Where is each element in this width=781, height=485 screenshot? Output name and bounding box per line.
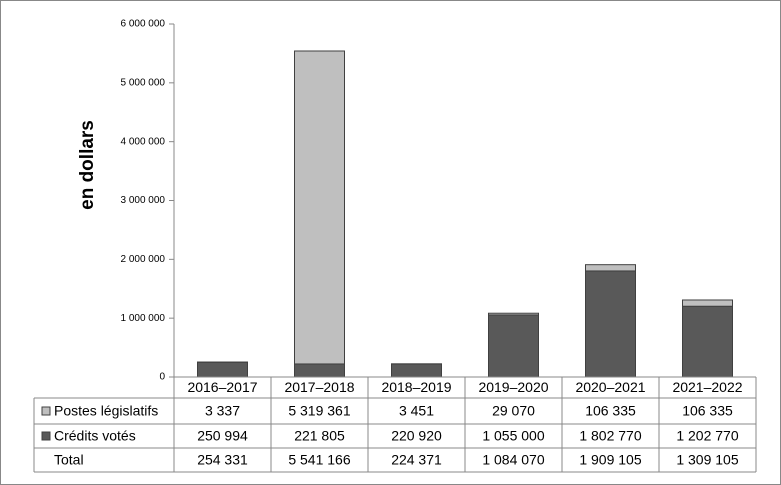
table-total: 1 084 070 — [482, 452, 544, 468]
bar-segment — [585, 270, 636, 378]
legend-swatch — [41, 406, 51, 416]
y-axis-label: en dollars — [77, 120, 98, 210]
x-tick-label: 2017–2018 — [284, 379, 354, 395]
y-tick-label: 3 000 000 — [121, 195, 166, 206]
table-value: 106 335 — [585, 403, 636, 419]
bar-segment — [488, 314, 539, 378]
table-value: 3 451 — [399, 403, 434, 419]
y-tick-label: 5 000 000 — [121, 77, 166, 88]
bar-segment — [682, 305, 733, 378]
bar-segment — [585, 264, 636, 272]
bar-segment — [391, 363, 442, 378]
table-value: 106 335 — [682, 403, 733, 419]
y-tick-label: 1 000 000 — [121, 313, 166, 324]
x-tick-label: 2021–2022 — [672, 379, 742, 395]
legend-label: Crédits votés — [54, 428, 136, 444]
table-value: 250 994 — [197, 428, 248, 444]
y-tick-label: 0 — [159, 372, 165, 383]
table-value: 3 337 — [205, 403, 240, 419]
table-total: 5 541 166 — [288, 452, 350, 468]
table-value: 1 802 770 — [579, 428, 641, 444]
table-value: 221 805 — [294, 428, 345, 444]
y-tick-label: 6 000 000 — [121, 19, 166, 30]
total-label: Total — [54, 452, 84, 468]
legend-swatch — [41, 431, 51, 441]
x-tick-label: 2018–2019 — [381, 379, 451, 395]
y-tick-label: 4 000 000 — [121, 136, 166, 147]
bar-segment — [294, 363, 345, 378]
x-tick-label: 2016–2017 — [187, 379, 257, 395]
bar-segment — [682, 299, 733, 307]
table-value: 1 202 770 — [676, 428, 738, 444]
table-value: 1 055 000 — [482, 428, 544, 444]
bar-segment — [488, 312, 539, 316]
table-total: 1 309 105 — [676, 452, 738, 468]
table-total: 254 331 — [197, 452, 248, 468]
x-tick-label: 2020–2021 — [575, 379, 645, 395]
legend-label: Postes législatifs — [54, 403, 158, 419]
table-total: 1 909 105 — [579, 452, 641, 468]
bar-segment — [197, 361, 248, 378]
table-total: 224 371 — [391, 452, 442, 468]
y-tick-label: 2 000 000 — [121, 254, 166, 265]
table-value: 5 319 361 — [288, 403, 350, 419]
table-value: 29 070 — [492, 403, 535, 419]
bar-segment — [294, 50, 345, 365]
x-tick-label: 2019–2020 — [478, 379, 548, 395]
table-value: 220 920 — [391, 428, 442, 444]
